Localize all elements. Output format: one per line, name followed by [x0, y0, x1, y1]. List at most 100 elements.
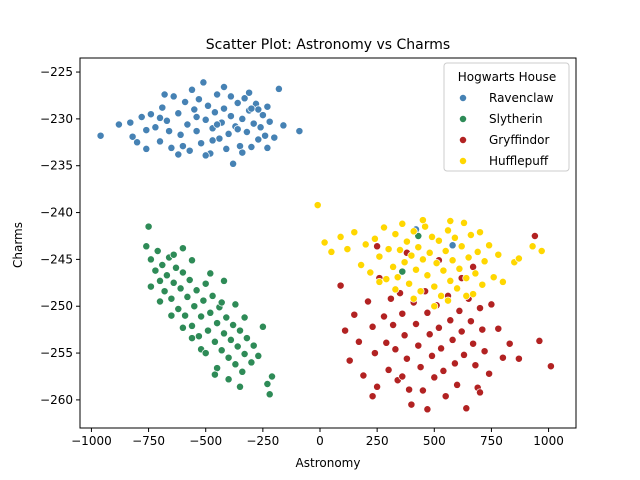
data-point	[158, 103, 167, 112]
data-point	[263, 143, 272, 152]
data-point	[254, 105, 263, 114]
data-point	[220, 276, 228, 285]
data-point	[457, 327, 466, 336]
data-point	[185, 276, 194, 284]
data-point	[240, 350, 249, 358]
data-point	[156, 276, 164, 285]
data-point	[453, 284, 462, 293]
data-point	[327, 247, 336, 256]
data-point	[375, 252, 384, 261]
data-point	[498, 353, 507, 362]
x-tick-label: 750	[480, 434, 503, 448]
data-point	[494, 250, 503, 259]
x-tick-label: 0	[316, 434, 324, 448]
data-point	[151, 266, 160, 275]
data-point	[391, 285, 400, 294]
data-point	[167, 311, 176, 320]
data-point	[169, 278, 178, 287]
data-point	[480, 257, 489, 266]
data-point	[279, 121, 288, 130]
data-point	[364, 297, 372, 306]
data-point	[485, 369, 494, 378]
data-point	[229, 159, 238, 168]
data-point	[172, 263, 180, 272]
data-point	[236, 382, 244, 391]
data-point	[210, 108, 219, 117]
y-tick-label: −250	[40, 299, 73, 313]
data-point	[247, 358, 256, 367]
data-point	[258, 322, 267, 331]
data-point	[197, 139, 206, 148]
data-point	[220, 329, 228, 338]
data-point	[206, 308, 215, 317]
data-point	[261, 131, 270, 140]
data-point	[240, 313, 249, 322]
data-point	[414, 243, 423, 252]
data-point	[455, 264, 464, 273]
y-tick-label: −260	[40, 393, 73, 407]
data-point	[201, 279, 210, 288]
data-point	[142, 126, 151, 135]
y-axis: −260 −255 −250 −245 −240 −235 −230 −225	[40, 65, 80, 407]
data-point	[201, 349, 210, 358]
data-point	[430, 302, 439, 311]
data-point	[167, 143, 176, 152]
data-point	[428, 232, 436, 241]
data-point	[469, 290, 478, 299]
data-point	[156, 137, 164, 146]
data-point	[213, 319, 222, 328]
data-point	[204, 101, 212, 110]
data-point	[446, 217, 455, 225]
data-point	[190, 302, 199, 311]
data-point	[469, 262, 478, 271]
data-point	[178, 142, 187, 151]
data-point	[400, 331, 409, 340]
data-point	[480, 347, 489, 356]
x-axis-label: Astronomy	[296, 456, 361, 470]
data-point	[389, 262, 398, 271]
data-point	[224, 129, 233, 138]
data-point	[192, 286, 201, 295]
x-tick-label: −250	[246, 434, 279, 448]
data-point	[245, 88, 254, 97]
data-point	[238, 367, 247, 376]
data-point	[368, 322, 377, 331]
data-point	[167, 294, 176, 303]
data-point	[384, 365, 393, 374]
data-point	[215, 134, 224, 143]
data-point	[176, 284, 185, 293]
data-point	[336, 232, 345, 241]
data-point	[423, 271, 432, 280]
data-point	[210, 337, 219, 346]
data-point	[213, 364, 222, 373]
data-point	[183, 120, 192, 129]
data-point	[263, 102, 272, 111]
data-point	[174, 305, 183, 313]
data-point	[160, 90, 169, 99]
data-point	[471, 269, 480, 278]
data-point	[487, 300, 496, 309]
data-point	[217, 298, 226, 307]
legend-label: Hufflepuff	[489, 154, 549, 168]
data-point	[240, 94, 249, 103]
data-point	[197, 312, 206, 321]
data-point	[405, 279, 414, 288]
data-point	[498, 277, 507, 286]
data-point	[398, 372, 407, 381]
data-point	[370, 349, 379, 358]
data-point	[476, 304, 484, 313]
data-point	[222, 313, 231, 322]
data-point	[370, 234, 379, 243]
data-point	[448, 241, 457, 250]
legend-marker	[459, 157, 467, 165]
data-point	[181, 98, 190, 106]
x-tick-label: −1000	[71, 434, 112, 448]
data-point	[295, 127, 304, 136]
data-point	[446, 276, 455, 285]
data-point	[188, 321, 196, 330]
data-point	[418, 255, 427, 264]
data-point	[169, 250, 178, 259]
data-point	[226, 92, 235, 101]
data-point	[425, 330, 434, 339]
